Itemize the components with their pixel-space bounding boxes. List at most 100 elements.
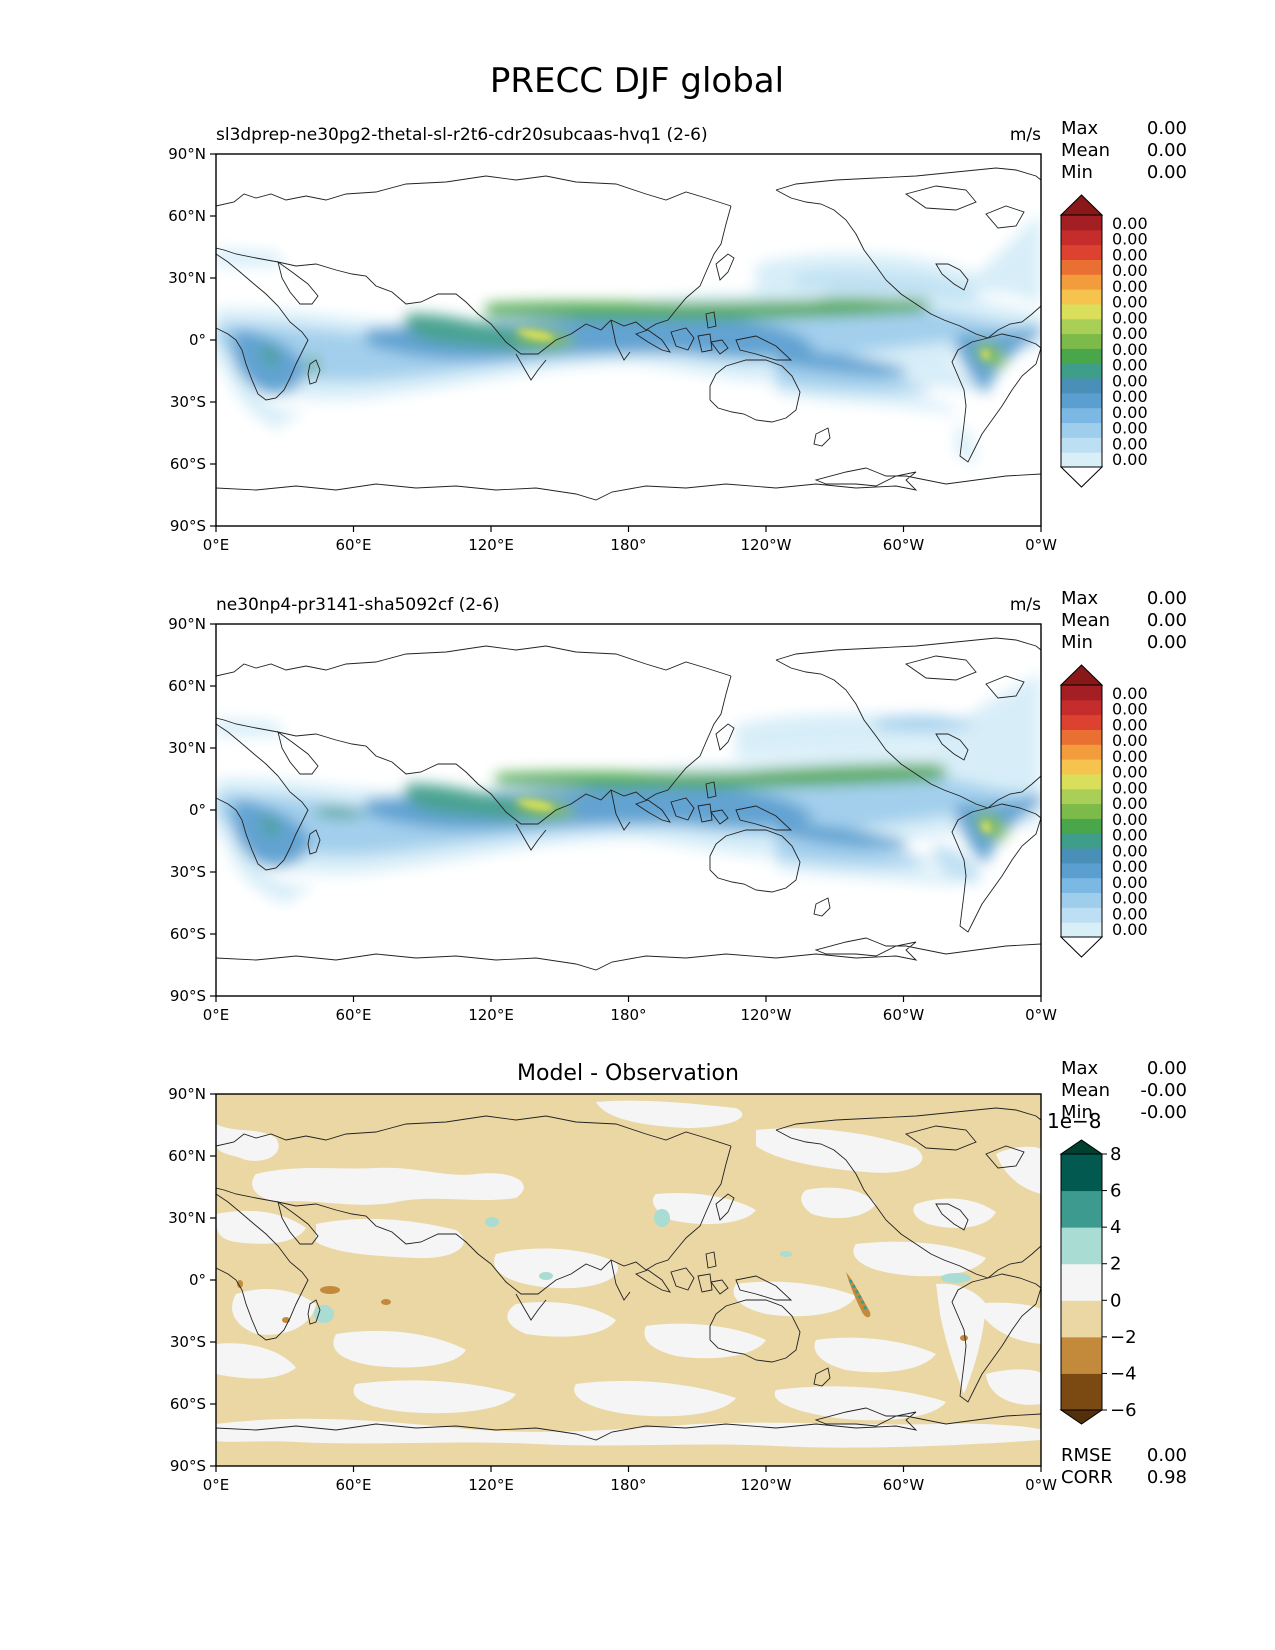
y-tick-label: 30°N	[168, 739, 206, 757]
colorbar-tick-label: 4	[1110, 1217, 1121, 1238]
x-tick-label: 120°W	[741, 1006, 792, 1024]
y-tick-label: 0°	[189, 801, 206, 819]
stat-max-label: Max	[1061, 588, 1099, 609]
x-tick-label: 180°	[610, 1476, 646, 1494]
colorbar-segment	[1061, 452, 1102, 468]
panel-2-units: m/s	[1010, 595, 1041, 615]
colorbar-tick-label: 0.00	[1112, 324, 1148, 343]
x-tick-label: 60°E	[335, 536, 371, 554]
x-tick-label: 60°W	[883, 1006, 925, 1024]
colorbar-segment	[1061, 788, 1102, 805]
x-tick-label: 120°E	[468, 1006, 514, 1024]
colorbar-segment	[1061, 685, 1102, 701]
colorbar-segment	[1061, 422, 1102, 438]
colorbar-tick-label: 0.00	[1112, 747, 1148, 766]
panel-2-map	[216, 624, 1041, 996]
colorbar-tick-label: −4	[1110, 1363, 1137, 1384]
colorbar-segment	[1061, 922, 1102, 938]
colorbar-tick-label: 0.00	[1112, 778, 1148, 797]
y-tick-label: 90°N	[168, 145, 206, 163]
stat-mean-label: Mean	[1061, 140, 1110, 161]
stat-min-label: Min	[1061, 162, 1093, 183]
y-tick-label: 90°S	[170, 1457, 206, 1475]
colorbar-segment	[1061, 818, 1102, 834]
panel-1-title: sl3dprep-ne30pg2-thetal-sl-r2t6-cdr20sub…	[216, 125, 708, 145]
stat-max-value: 0.00	[1147, 1058, 1187, 1079]
stat-mean-value: 0.00	[1147, 610, 1187, 631]
colorbar-segment	[1061, 1263, 1102, 1301]
colorbar-tick-label: 0.00	[1112, 826, 1148, 845]
y-tick-label: 60°N	[168, 677, 206, 695]
panel-1-map	[216, 154, 1041, 526]
colorbar-extend-high	[1059, 664, 1104, 686]
panel-2-axes: 0°E 60°E 120°E 180° 120°W 60°W 0°W 90°N 60°N 30°N…	[168, 615, 1057, 1024]
x-tick-label: 0°E	[203, 1006, 230, 1024]
colorbar-tick-label: 0.00	[1112, 763, 1148, 782]
colorbar-tick-label: 0.00	[1112, 356, 1148, 375]
panel-1-colorbar: 0.000.000.000.000.000.000.000.000.000.00…	[1059, 194, 1148, 488]
colorbar-segment	[1061, 699, 1102, 716]
colorbar-segment	[1061, 259, 1102, 275]
colorbar-segment	[1061, 437, 1102, 453]
colorbar-segment	[1061, 363, 1102, 379]
y-tick-label: 60°S	[170, 455, 206, 473]
colorbar-tick-label: −2	[1110, 1327, 1137, 1348]
stat-max-label: Max	[1061, 1058, 1099, 1079]
panel-3-map	[216, 1094, 1041, 1466]
x-tick-label: 0°W	[1025, 1006, 1057, 1024]
colorbar-segment	[1061, 773, 1102, 790]
colorbar-segment	[1061, 289, 1102, 305]
colorbar-tick-label: 2	[1110, 1254, 1121, 1275]
colorbar-tick-label: 8	[1110, 1144, 1121, 1165]
colorbar-segment	[1061, 759, 1102, 775]
colorbar-tick-label: 0.00	[1112, 261, 1148, 280]
colorbar-segment	[1061, 378, 1102, 394]
panel-1-stats: Max 0.00 Mean 0.00 Min 0.00	[1061, 118, 1187, 183]
colorbar-segment	[1061, 1373, 1102, 1411]
stat-rmse-label: RMSE	[1061, 1445, 1112, 1466]
colorbar-segment	[1061, 1300, 1102, 1338]
colorbar-segment	[1061, 333, 1102, 349]
y-tick-label: 90°N	[168, 1085, 206, 1103]
colorbar-segment	[1061, 862, 1102, 879]
stat-mean-label: Mean	[1061, 610, 1110, 631]
colorbar-segment	[1061, 714, 1102, 730]
stat-min-label: Min	[1061, 1102, 1093, 1123]
panel-3: Model - Observation	[168, 1058, 1187, 1494]
x-tick-label: 60°E	[335, 1476, 371, 1494]
colorbar-segment	[1061, 318, 1102, 335]
panel-1-units: m/s	[1010, 125, 1041, 145]
panel-3-stats: Max 0.00 Mean -0.00 Min -0.00 1e−8 RMSE …	[1047, 1058, 1187, 1488]
stat-mean-label: Mean	[1061, 1080, 1110, 1101]
colorbar-offset-label: 1e−8	[1047, 1109, 1102, 1133]
colorbar-extend-low	[1059, 1409, 1104, 1425]
colorbar-tick-label: 0.00	[1112, 308, 1148, 327]
panel-1-axes: 0°E 60°E 120°E 180° 120°W 60°W 0°W 90°N 60°N 30°N…	[168, 145, 1057, 554]
colorbar-tick-label: 0.00	[1112, 857, 1148, 876]
colorbar-tick-label: 0	[1110, 1290, 1121, 1311]
colorbar-segment	[1061, 229, 1102, 246]
x-tick-label: 0°E	[203, 536, 230, 554]
colorbar-frame	[1060, 684, 1103, 938]
colorbar-tick-label: 0.00	[1112, 245, 1148, 264]
colorbar-extend-high	[1059, 194, 1104, 216]
x-tick-label: 180°	[610, 1006, 646, 1024]
colorbar-tick-label: 0.00	[1112, 230, 1148, 249]
colorbar-tick-label: 0.00	[1112, 794, 1148, 813]
colorbar-tick-label: 0.00	[1112, 841, 1148, 860]
stat-min-label: Min	[1061, 632, 1093, 653]
panel-2-colorbar: 0.000.000.000.000.000.000.000.000.000.00…	[1059, 664, 1148, 958]
colorbar-segment	[1061, 744, 1102, 760]
stat-min-value: 0.00	[1147, 162, 1187, 183]
colorbar-tick-label: 0.00	[1112, 700, 1148, 719]
stat-rmse-value: 0.00	[1147, 1445, 1187, 1466]
colorbar-extend-low	[1059, 936, 1104, 958]
colorbar-tick-label: 0.00	[1112, 403, 1148, 422]
panel-3-axes: 0°E 60°E 120°E 180° 120°W 60°W 0°W 90°N 60°N 30°N…	[168, 1085, 1057, 1494]
colorbar-segment	[1061, 392, 1102, 409]
colorbar-segment	[1061, 407, 1102, 424]
colorbar-segment	[1061, 833, 1102, 849]
x-tick-label: 120°W	[741, 1476, 792, 1494]
colorbar-frame	[1060, 1153, 1103, 1411]
x-tick-label: 120°E	[468, 1476, 514, 1494]
